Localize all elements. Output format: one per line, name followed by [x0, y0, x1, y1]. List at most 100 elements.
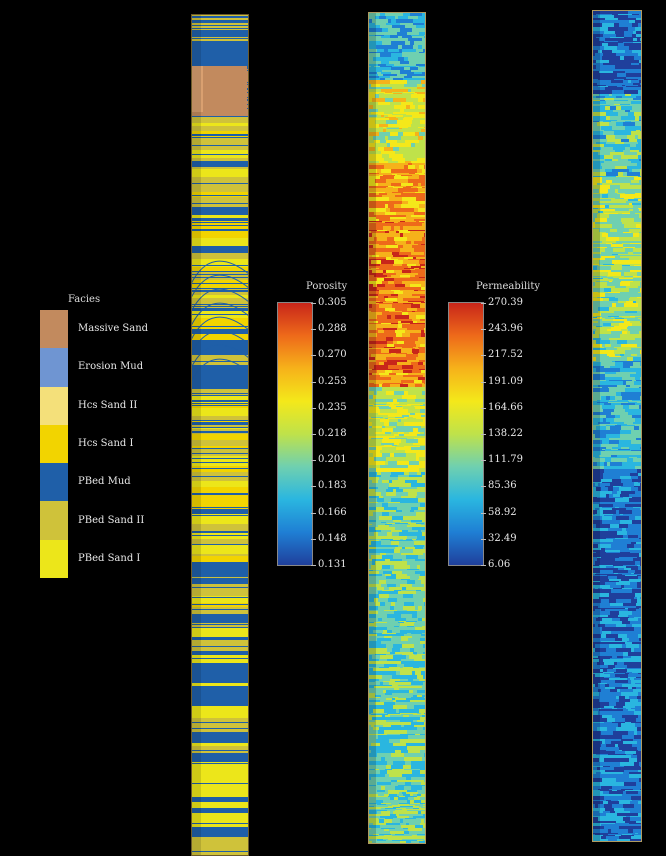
- porosity-cell: [402, 685, 413, 686]
- porosity-cell: [414, 201, 425, 204]
- porosity-cell: [377, 169, 381, 173]
- facies-label: Hcs Sand II: [78, 399, 138, 411]
- porosity-cell: [368, 722, 375, 725]
- porosity-cell: [368, 809, 372, 810]
- permeability-cell: [592, 565, 599, 566]
- facies-cross-bed: [191, 316, 249, 341]
- facies-band: [191, 111, 249, 117]
- porosity-cell: [382, 715, 385, 717]
- permeability-cell: [592, 539, 600, 542]
- facies-band: [191, 657, 249, 663]
- permeability-cell: [638, 487, 642, 491]
- permeability-cell: [592, 418, 603, 422]
- porosity-cell: [417, 446, 420, 447]
- porosity-cell: [368, 161, 375, 163]
- porosity-cell: [422, 828, 426, 829]
- permeability-cell: [592, 741, 602, 744]
- porosity-cell: [395, 417, 404, 418]
- permeability-cell: [624, 105, 635, 106]
- porosity-cell: [406, 354, 418, 357]
- permeability-cell: [592, 354, 602, 356]
- porosity-cell: [380, 553, 386, 555]
- facies-mud-line: [191, 448, 249, 449]
- permeability-cell: [618, 255, 632, 256]
- porosity-cell: [412, 636, 421, 638]
- porosity-cell: [368, 269, 376, 270]
- permeability-cell: [592, 608, 606, 609]
- permeability-cell: [592, 422, 598, 424]
- porosity-cell: [375, 702, 384, 705]
- permeability-cell: [627, 662, 638, 665]
- permeability-cell: [592, 69, 605, 71]
- permeability-cell: [619, 750, 622, 751]
- permeability-cell: [592, 589, 597, 593]
- permeability-cell: [638, 502, 642, 504]
- permeability-cell: [632, 307, 636, 311]
- permeability-cell: [603, 801, 608, 804]
- porosity-cell: [372, 480, 378, 483]
- permeability-cell: [624, 34, 632, 37]
- permeability-cell: [592, 139, 599, 142]
- permeability-cell: [618, 41, 627, 42]
- permeability-cell: [604, 347, 614, 348]
- porosity-cell: [412, 115, 417, 117]
- facies-swatch: [40, 386, 68, 425]
- permeability-cell: [625, 311, 637, 313]
- permeability-cell: [627, 163, 637, 166]
- porosity-cell: [368, 792, 378, 794]
- porosity-cell: [404, 57, 408, 61]
- permeability-cell: [635, 683, 641, 684]
- permeability-cell: [627, 327, 641, 329]
- permeability-cell: [598, 356, 609, 357]
- porosity-cell: [380, 697, 383, 698]
- porosity-cell: [402, 839, 412, 840]
- permeability-cell: [597, 462, 604, 466]
- permeability-cell: [609, 381, 623, 385]
- porosity-cell: [405, 284, 410, 287]
- permeability-cell: [624, 321, 630, 323]
- porosity-cell: [373, 727, 379, 730]
- porosity-cell: [368, 92, 373, 93]
- permeability-cell: [596, 198, 606, 199]
- porosity-cell: [391, 163, 400, 165]
- porosity-cell: [373, 57, 376, 61]
- porosity-cell: [386, 406, 389, 407]
- facies-mud-line: [191, 348, 249, 349]
- porosity-cell: [405, 565, 410, 569]
- porosity-cell: [382, 384, 390, 387]
- facies-mud-line: [191, 637, 249, 638]
- facies-band: [191, 686, 249, 695]
- permeability-cell: [592, 672, 603, 673]
- permeability-cell: [630, 282, 640, 286]
- permeability-cell: [619, 237, 629, 241]
- permeability-cell: [633, 319, 640, 321]
- porosity-cell: [407, 525, 421, 527]
- porosity-cell: [368, 806, 374, 807]
- permeability-cell: [592, 105, 600, 106]
- facies-band: [191, 638, 249, 640]
- permeability-cell: [638, 122, 642, 126]
- porosity-cell: [387, 341, 393, 344]
- porosity-cell: [408, 16, 413, 19]
- permeability-cell: [603, 535, 617, 538]
- permeability-cell: [622, 638, 629, 641]
- permeability-cell: [636, 130, 640, 131]
- permeability-cell: [633, 41, 642, 42]
- permeability-cell: [616, 469, 623, 473]
- permeability-cell: [628, 462, 641, 466]
- permeability-cell: [623, 631, 633, 634]
- porosity-cell: [419, 746, 426, 750]
- permeability-cell: [605, 528, 608, 531]
- porosity-cell: [396, 117, 404, 118]
- porosity-cell: [407, 705, 414, 709]
- permeability-cell: [627, 331, 630, 334]
- permeability-cell: [610, 658, 615, 659]
- porosity-cell: [368, 76, 379, 78]
- facies-band: [191, 732, 249, 741]
- porosity-cell: [368, 233, 372, 237]
- permeability-cell: [635, 516, 642, 520]
- permeability-cell: [615, 687, 619, 689]
- porosity-cell: [417, 814, 423, 816]
- permeability-cell: [598, 789, 609, 790]
- permeability-cell: [592, 218, 595, 222]
